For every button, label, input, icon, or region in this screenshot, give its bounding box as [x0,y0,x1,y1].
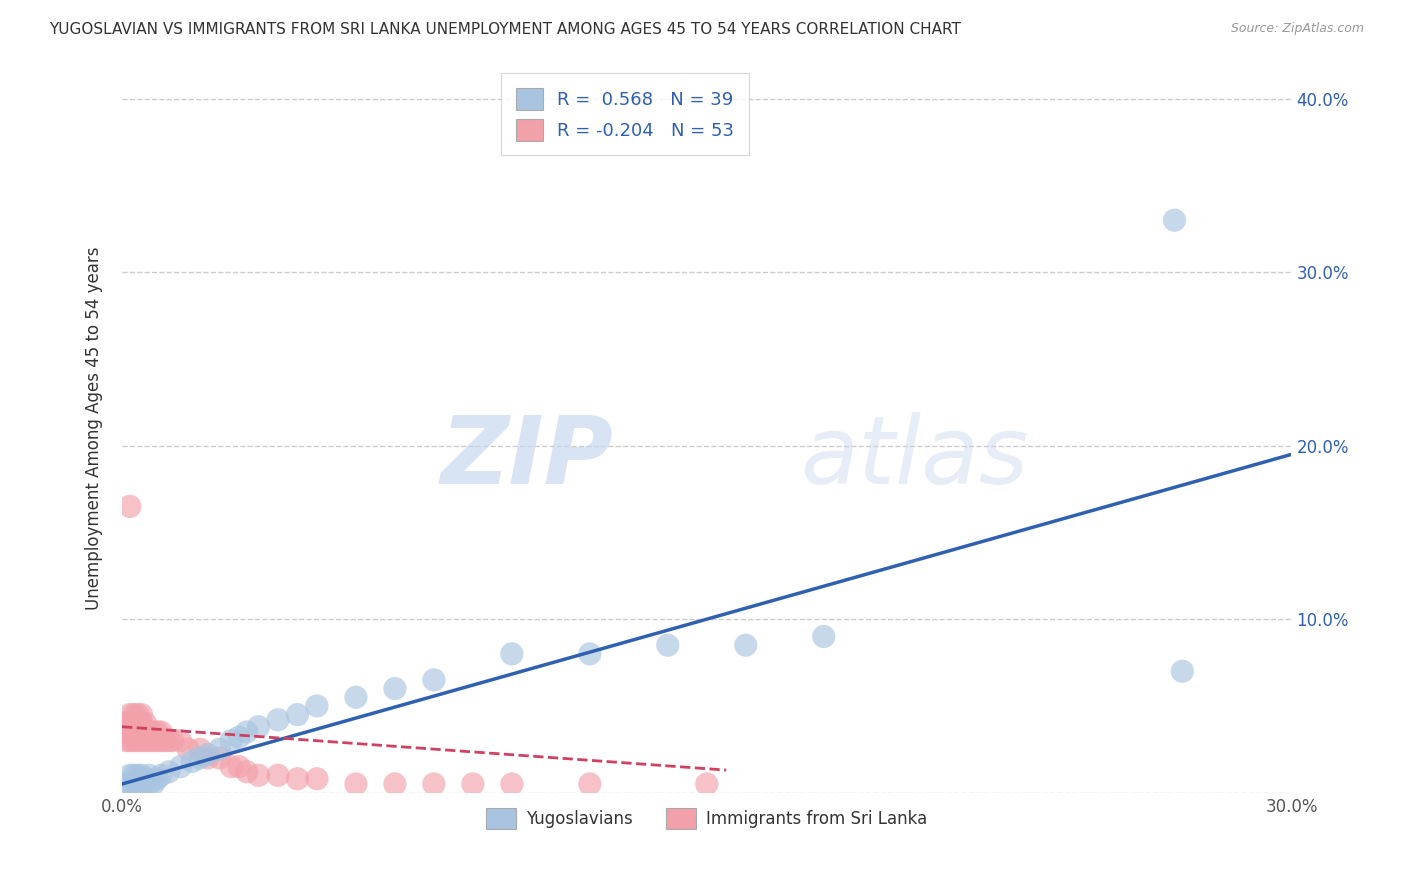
Point [1163,213,1185,227]
Point [131,707,153,722]
Point [236,764,259,779]
Point [208,751,231,765]
Point [146,733,169,747]
Point [423,673,446,687]
Point [142,733,165,747]
Point [118,707,141,722]
Point [150,725,173,739]
Point [150,733,173,747]
Point [118,500,141,514]
Point [423,777,446,791]
Point [384,777,406,791]
Legend: Yugoslavians, Immigrants from Sri Lanka: Yugoslavians, Immigrants from Sri Lanka [479,802,934,835]
Point [236,725,259,739]
Point [115,716,138,731]
Point [146,725,169,739]
Point [157,764,180,779]
Point [127,768,149,782]
Point [127,716,149,731]
Point [134,733,156,747]
Point [287,772,309,786]
Point [501,647,523,661]
Point [169,759,191,773]
Point [578,647,600,661]
Point [384,681,406,696]
Point [657,638,679,652]
Point [188,742,211,756]
Point [247,720,270,734]
Point [115,777,138,791]
Text: YUGOSLAVIAN VS IMMIGRANTS FROM SRI LANKA UNEMPLOYMENT AMONG AGES 45 TO 54 YEARS : YUGOSLAVIAN VS IMMIGRANTS FROM SRI LANKA… [49,22,962,37]
Point [696,777,718,791]
Point [228,730,250,744]
Point [344,777,367,791]
Point [197,751,219,765]
Point [134,725,156,739]
Point [131,725,153,739]
Text: atlas: atlas [800,412,1029,503]
Point [153,733,176,747]
Point [267,713,290,727]
Point [228,759,250,773]
Point [118,733,141,747]
Point [138,725,160,739]
Point [138,733,160,747]
Point [118,716,141,731]
Point [305,772,328,786]
Point [134,772,156,786]
Point [122,725,145,739]
Point [197,747,219,762]
Point [122,716,145,731]
Point [122,733,145,747]
Point [115,725,138,739]
Point [247,768,270,782]
Point [131,777,153,791]
Point [138,777,160,791]
Y-axis label: Unemployment Among Ages 45 to 54 years: Unemployment Among Ages 45 to 54 years [86,246,103,610]
Point [138,768,160,782]
Point [162,733,184,747]
Point [122,777,145,791]
Point [118,777,141,791]
Text: Source: ZipAtlas.com: Source: ZipAtlas.com [1230,22,1364,36]
Point [219,733,242,747]
Point [127,777,149,791]
Point [287,707,309,722]
Point [131,768,153,782]
Point [146,772,169,786]
Point [127,733,149,747]
Point [142,725,165,739]
Point [181,755,204,769]
Point [127,725,149,739]
Point [188,751,211,765]
Point [813,630,835,644]
Point [122,768,145,782]
Point [142,777,165,791]
Point [219,759,242,773]
Text: ZIP: ZIP [440,411,613,503]
Point [344,690,367,705]
Point [131,716,153,731]
Point [169,733,191,747]
Point [177,742,200,756]
Point [267,768,290,782]
Point [305,698,328,713]
Point [122,707,145,722]
Point [734,638,756,652]
Point [461,777,484,791]
Point [131,733,153,747]
Point [127,707,149,722]
Point [134,716,156,731]
Point [578,777,600,791]
Point [501,777,523,791]
Point [118,725,141,739]
Point [1171,664,1194,678]
Point [157,733,180,747]
Point [208,742,231,756]
Point [150,768,173,782]
Point [115,733,138,747]
Point [134,777,156,791]
Point [118,768,141,782]
